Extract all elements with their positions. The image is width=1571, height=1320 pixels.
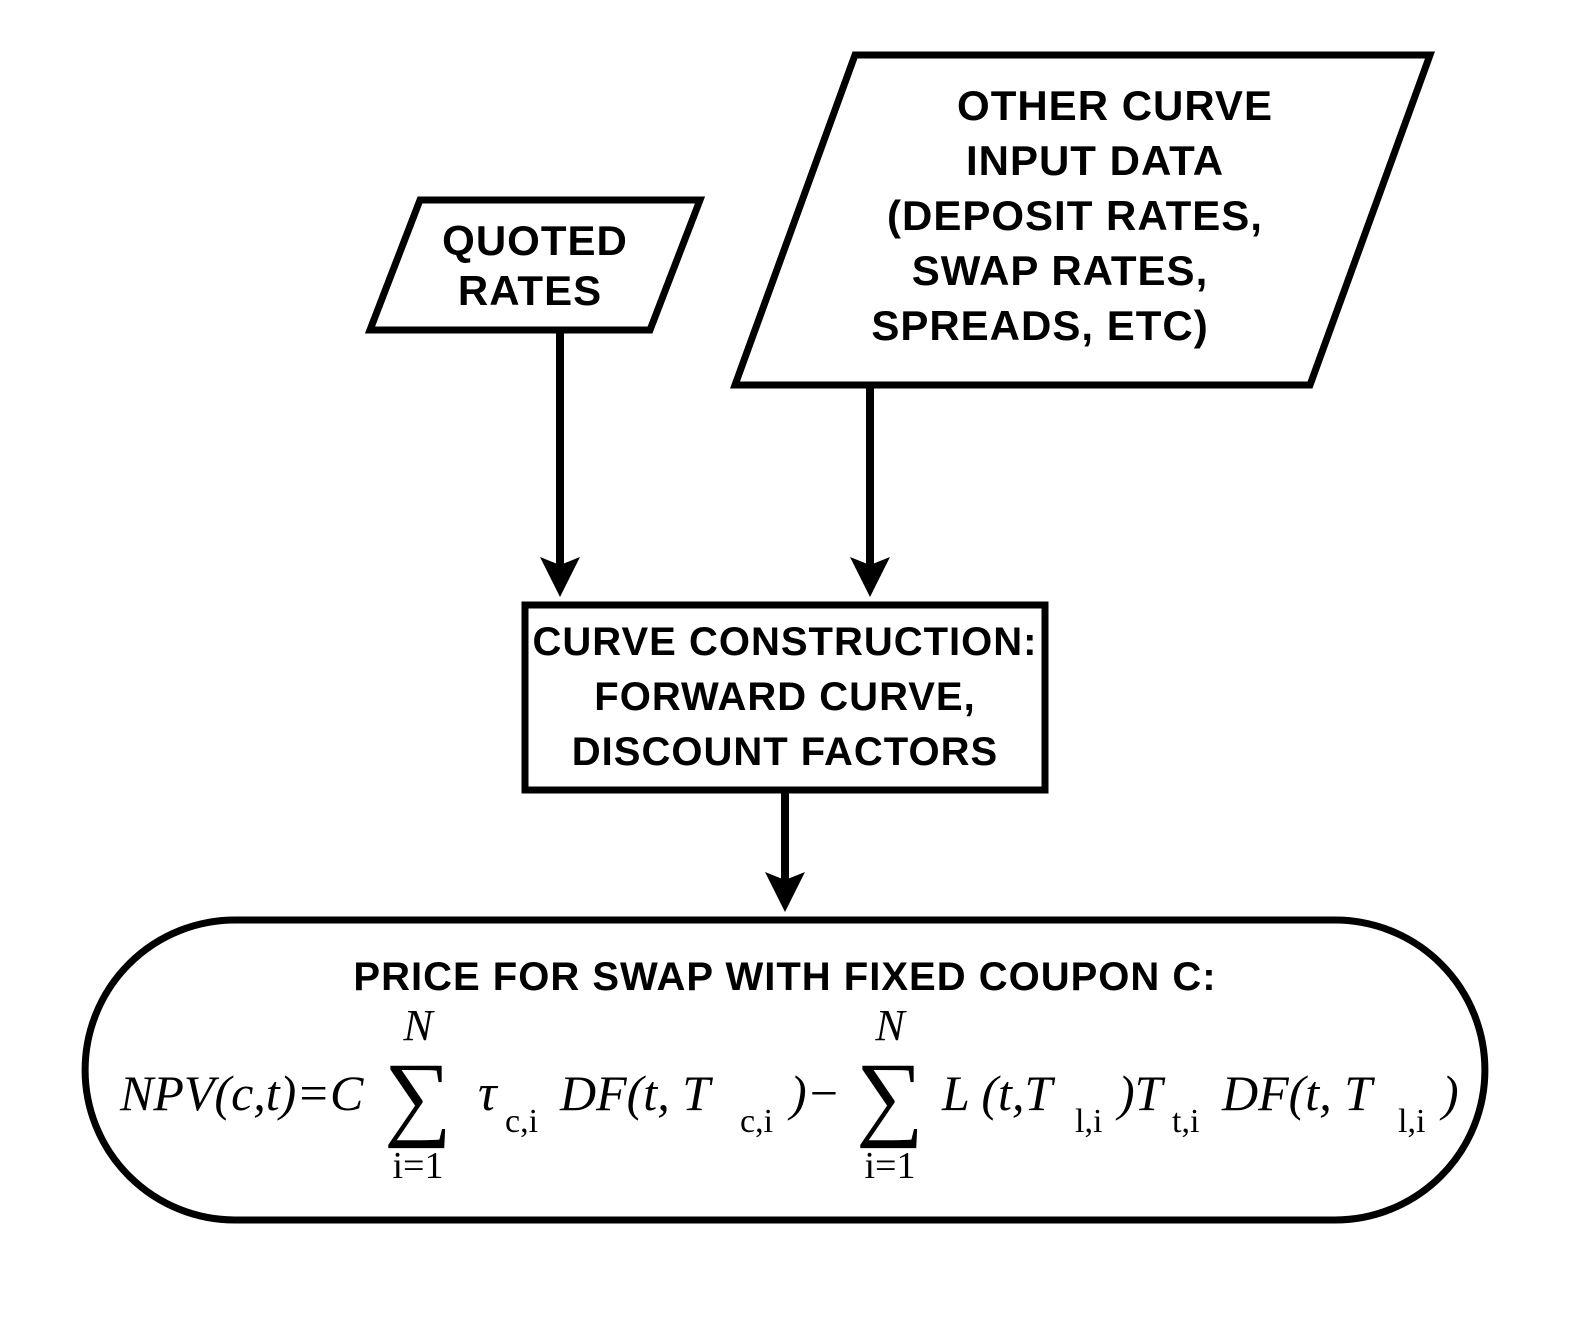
svg-text:DISCOUNT FACTORS: DISCOUNT FACTORS xyxy=(572,730,998,774)
svg-text:l,i: l,i xyxy=(1075,1103,1102,1140)
svg-text:t,i: t,i xyxy=(1172,1103,1199,1140)
price-swap-formula: NPV(c,t)=C N ∑ i=1 τ c,i DF(t, T c,i )− … xyxy=(119,1001,1459,1187)
svg-text:∑: ∑ xyxy=(856,1043,924,1149)
svg-text:OTHER CURVE: OTHER CURVE xyxy=(957,82,1273,129)
svg-text:PRICE FOR SWAP WITH FIXED: PRICE FOR SWAP WITH FIXED COUPON C: xyxy=(353,955,1216,999)
svg-text:∑: ∑ xyxy=(384,1043,452,1149)
svg-text:c,i: c,i xyxy=(740,1103,773,1140)
svg-text:SPREADS, ETC): SPREADS, ETC) xyxy=(871,302,1208,349)
svg-text:)T: )T xyxy=(1115,1065,1166,1121)
svg-text:RATES: RATES xyxy=(458,267,602,314)
svg-text:QUOTED: QUOTED xyxy=(442,217,628,264)
svg-text:SWAP RATES,: SWAP RATES, xyxy=(912,247,1209,294)
svg-text:CURVE CONSTRUCTION:: CURVE CONSTRUCTION: xyxy=(533,620,1038,664)
node-curve-construction: CURVE CONSTRUCTION: FORWARD CURVE, DISCO… xyxy=(525,605,1045,790)
svg-text:i=1: i=1 xyxy=(865,1145,916,1187)
svg-text:INPUT DATA: INPUT DATA xyxy=(966,137,1224,184)
svg-text:L (t,T: L (t,T xyxy=(941,1065,1055,1121)
svg-text:i=1: i=1 xyxy=(393,1145,444,1187)
svg-text:DF(t, T: DF(t, T xyxy=(559,1065,713,1121)
svg-text:FORWARD CURVE,: FORWARD CURVE, xyxy=(594,675,975,719)
svg-text:NPV(c,t)=C: NPV(c,t)=C xyxy=(119,1065,364,1121)
svg-text:c,i: c,i xyxy=(505,1103,538,1140)
svg-text:): ) xyxy=(1439,1065,1459,1121)
node-quoted-rates: QUOTED RATES xyxy=(370,200,700,330)
svg-text:l,i: l,i xyxy=(1398,1103,1425,1140)
svg-text:(DEPOSIT RATES,: (DEPOSIT RATES, xyxy=(887,192,1263,239)
svg-text:DF(t, T: DF(t, T xyxy=(1221,1065,1375,1121)
node-other-curve: OTHER CURVE INPUT DATA (DEPOSIT RATES, S… xyxy=(735,55,1430,385)
svg-text:)−: )− xyxy=(787,1065,840,1121)
svg-text:τ: τ xyxy=(478,1065,499,1122)
